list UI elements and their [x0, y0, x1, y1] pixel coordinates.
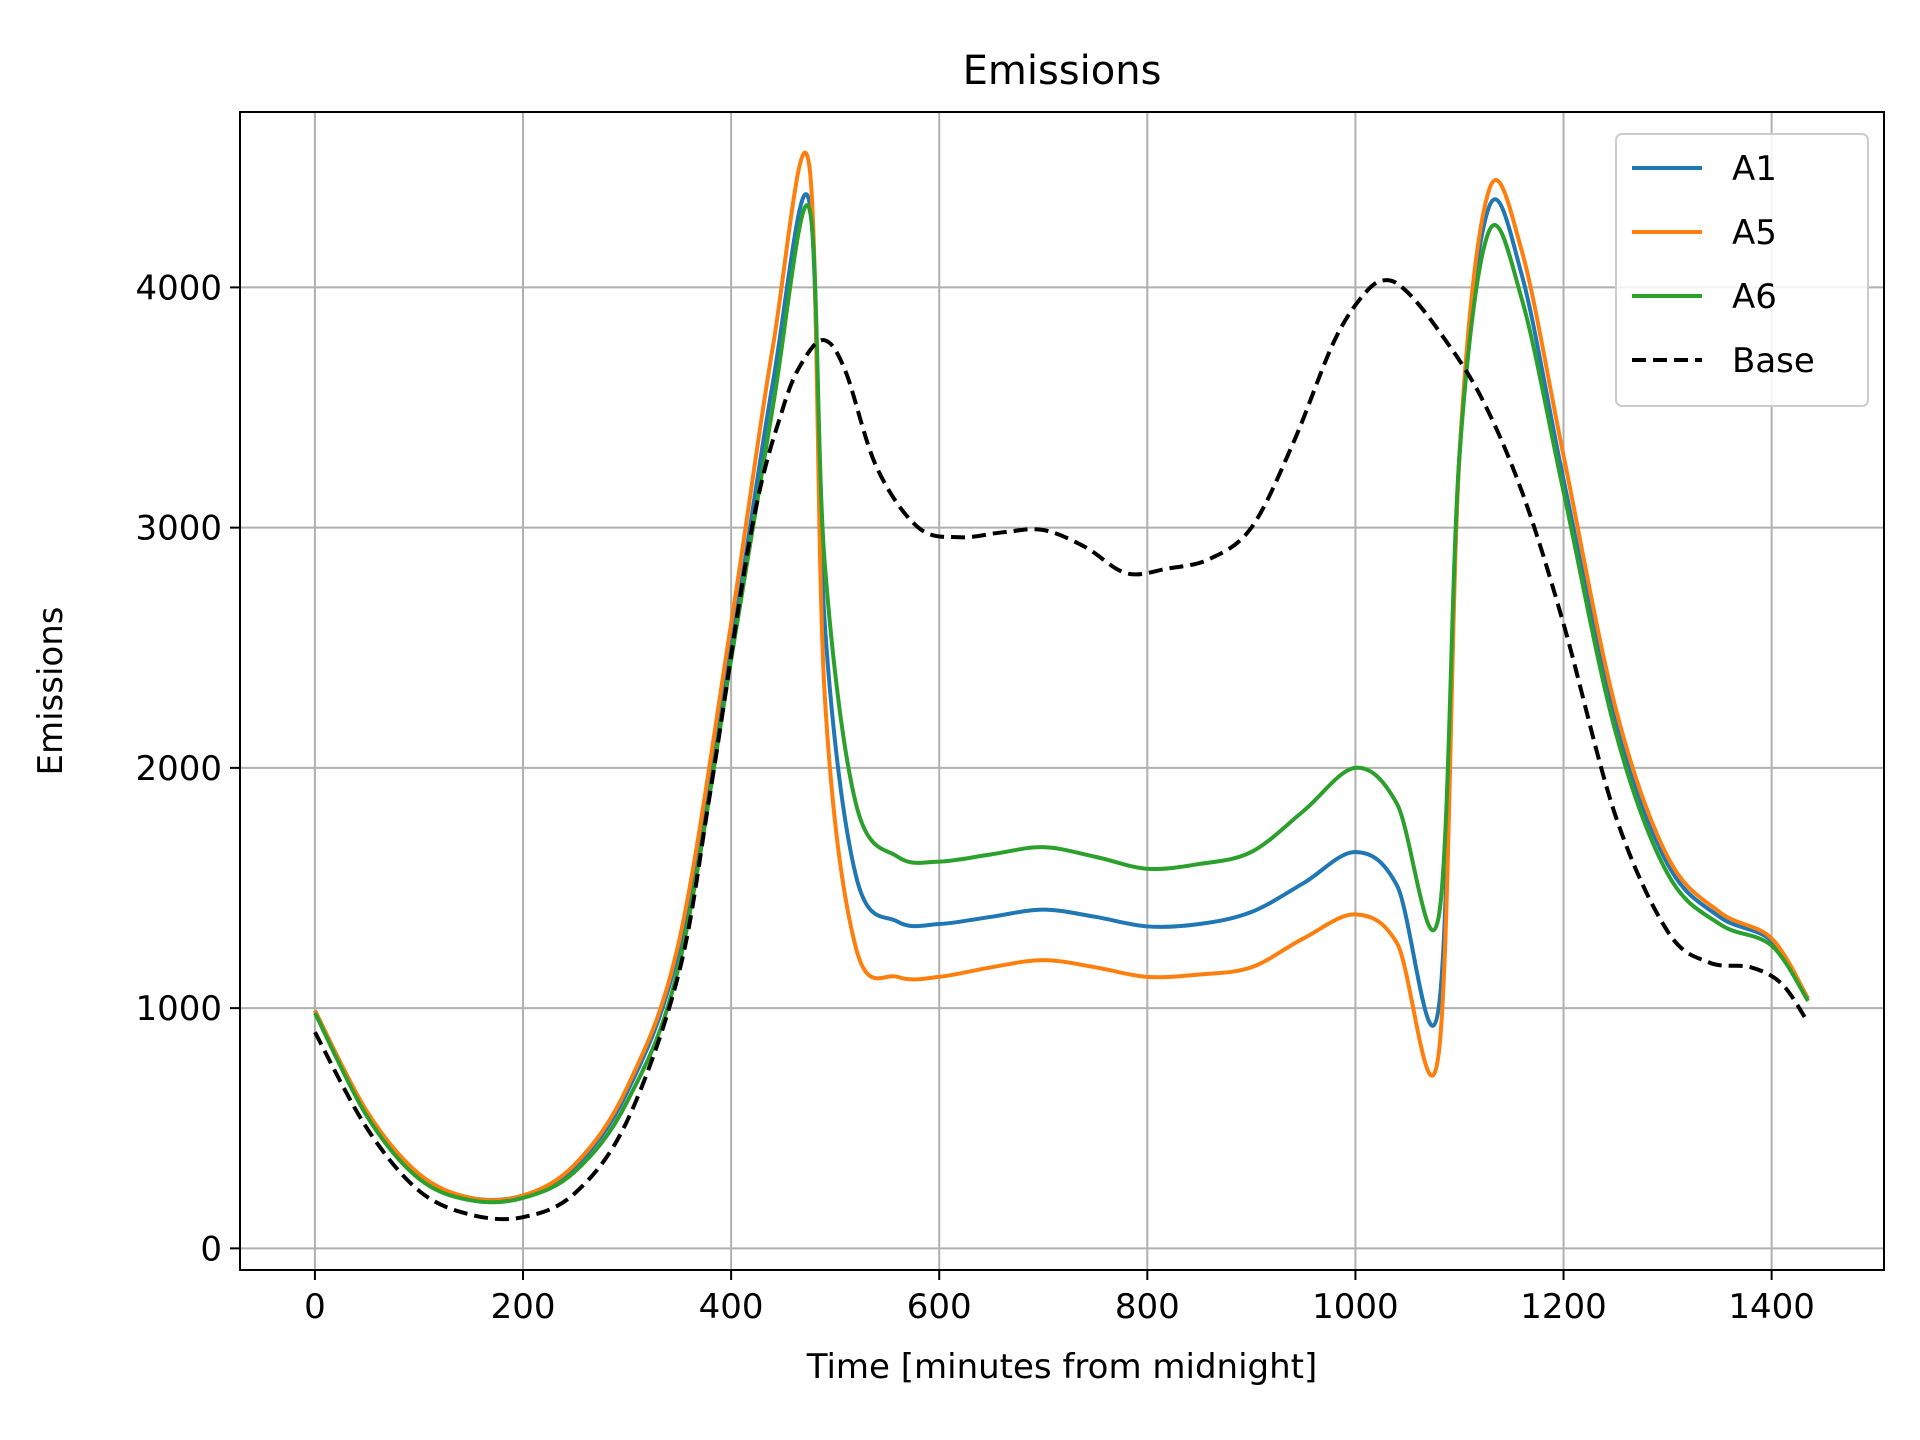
- series-layer: [313, 150, 1810, 1222]
- x-tick-label: 800: [1115, 1287, 1180, 1327]
- x-tick-label: 400: [699, 1287, 764, 1327]
- y-tick-label: 2000: [135, 749, 222, 789]
- x-tick-label: 1200: [1520, 1287, 1607, 1327]
- x-tick-label: 600: [907, 1287, 972, 1327]
- x-tick-label: 1400: [1728, 1287, 1815, 1327]
- series-line-a6: [313, 203, 1810, 1205]
- x-tick-label: 200: [491, 1287, 556, 1327]
- chart-title: Emissions: [963, 48, 1162, 94]
- legend-label-base: Base: [1732, 341, 1815, 381]
- y-tick-label: 0: [200, 1229, 222, 1269]
- tick-layer: 0 200 400 600 800 1000 1200 1400 0 1000 2000 3000 40…: [135, 268, 1814, 1327]
- series-line-base: [313, 278, 1810, 1222]
- y-tick-label: 1000: [135, 989, 222, 1029]
- legend-label-a6: A6: [1732, 277, 1777, 317]
- y-tick-label: 4000: [135, 268, 222, 308]
- y-axis-label: Emissions: [31, 607, 71, 776]
- legend: A1 A5 A6 Base: [1615, 133, 1869, 407]
- x-tick-label: 1000: [1312, 1287, 1399, 1327]
- y-tick-label: 3000: [135, 509, 222, 549]
- legend-box: [1615, 133, 1869, 407]
- x-tick-label: 0: [304, 1287, 326, 1327]
- series-line-a5: [313, 150, 1810, 1203]
- plot-frame: [239, 111, 1885, 1271]
- legend-label-a1: A1: [1732, 149, 1777, 189]
- x-axis-label: Time [minutes from midnight]: [806, 1347, 1318, 1387]
- legend-label-a5: A5: [1732, 213, 1777, 253]
